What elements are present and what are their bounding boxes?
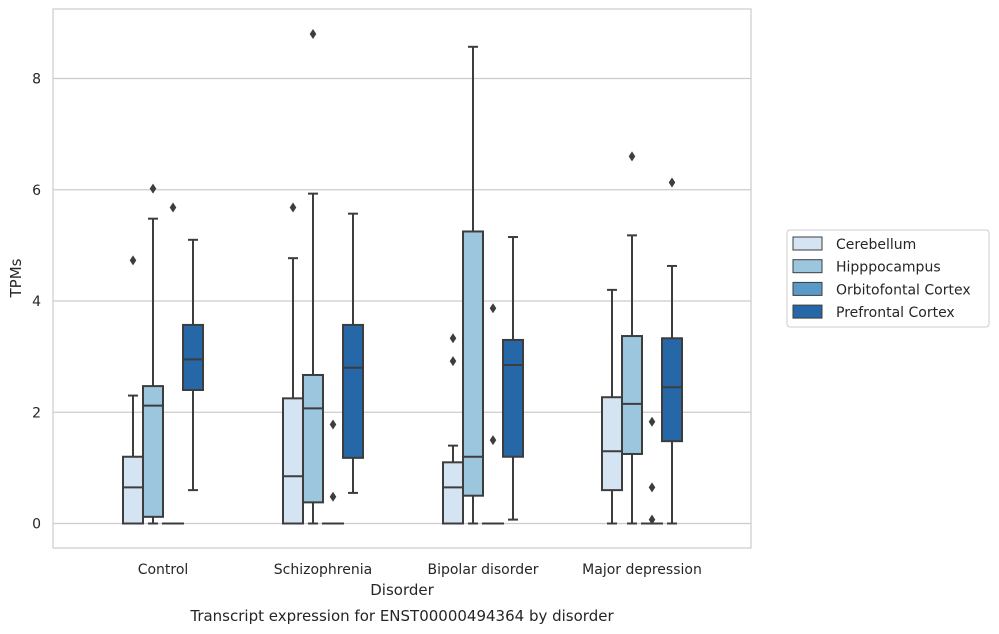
x-tick-label: Schizophrenia [274,562,372,578]
y-tick-label-4: 4 [32,294,41,310]
outlier-point [628,151,636,162]
outlier-point [289,202,297,213]
box-0-0 [122,255,144,525]
box-1-3 [621,151,643,525]
outlier-point [169,202,177,213]
y-tick-label-8: 8 [32,72,41,88]
outlier-point [329,419,337,430]
box-2-1 [322,419,344,525]
box-2-3 [641,416,663,525]
boxes [122,29,683,525]
chart-title: Transcript expression for ENST0000049436… [189,607,614,625]
box-1-1 [302,29,324,525]
outlier-point [489,303,497,314]
box-3-0 [182,238,204,492]
box-2-2 [482,303,504,525]
y-axis-title: TPMs [7,258,25,298]
box-body [621,335,643,455]
x-tick-label: Control [138,562,189,578]
legend-swatch [792,236,823,251]
box-2-0 [162,202,184,525]
box-body [142,385,164,518]
legend-frame [786,229,990,328]
outlier-point [648,416,656,427]
outlier-point [648,514,656,525]
outlier-point [668,177,676,188]
legend-label: Orbitofontal Cortex [836,282,971,298]
box-3-3 [661,177,683,525]
y-tick-label-0: 0 [32,517,41,533]
legend-swatch [792,259,823,274]
box-body [342,323,364,459]
box-body [601,396,623,492]
y-tick-label-6: 6 [32,183,41,199]
legend-label: Prefrontal Cortex [836,305,955,321]
box-0-2 [442,333,464,525]
box-body [442,461,464,525]
box-body [502,338,524,458]
box-body [462,230,484,497]
outlier-point [489,435,497,446]
outlier-point [648,482,656,493]
box-1-0 [142,183,164,525]
box-body [182,323,204,392]
y-tick-label-2: 2 [32,405,41,421]
box-body [282,397,304,525]
legend-swatch [792,281,823,296]
x-axis-title: Disorder [370,581,434,599]
box-1-2 [462,45,484,525]
legend: Cerebellum Hipppocampus Orbitofontal Corte… [786,229,990,328]
x-tick-labels: Control Schizophrenia Bipolar disorder Majo… [138,562,702,578]
outlier-point [329,491,337,502]
legend-label: Hipppocampus [836,260,941,276]
x-tick-label: Major depression [582,562,702,578]
legend-label: Cerebellum [836,237,916,253]
box-body [661,337,683,443]
box-body [122,455,144,525]
outlier-point [149,183,157,194]
outlier-point [129,255,137,266]
box-3-1 [342,212,364,494]
x-tick-label: Bipolar disorder [427,562,538,578]
outlier-point [309,29,317,39]
box-3-2 [502,236,524,521]
outlier-point [449,333,457,344]
box-0-3 [601,288,623,525]
legend-swatch [792,304,823,319]
y-tick-labels: 0 2 4 6 8 [32,72,41,533]
box-body [302,373,324,504]
plot-area [52,8,752,549]
outlier-point [449,356,457,367]
